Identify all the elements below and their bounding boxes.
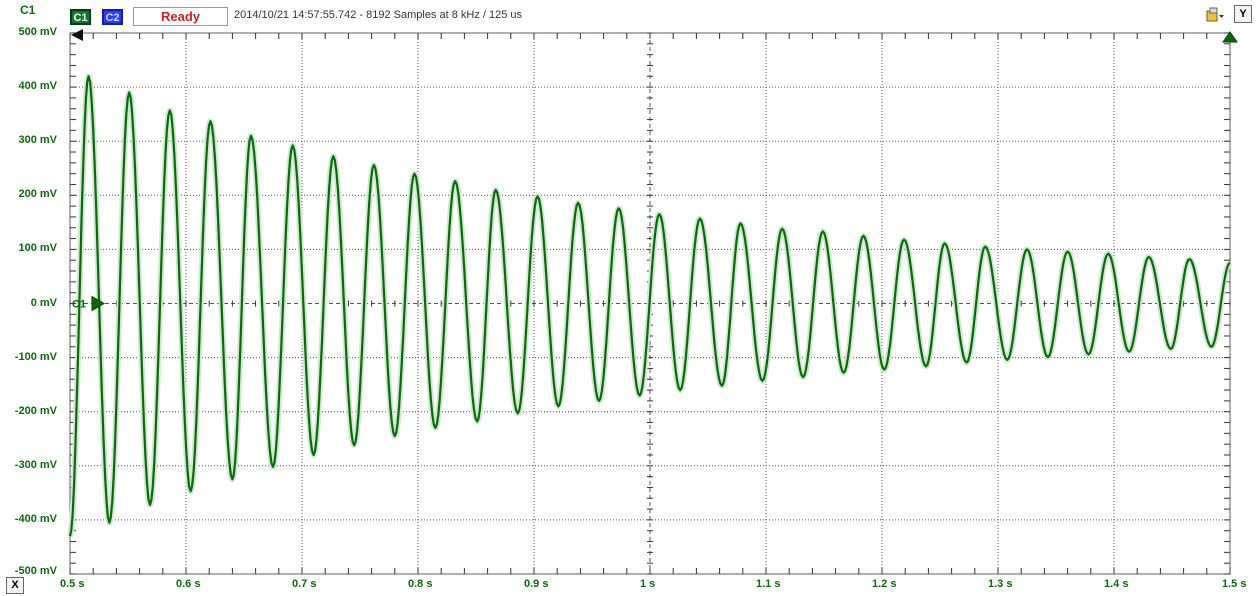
x-tick-label: 1.4 s bbox=[1104, 578, 1129, 590]
trace-markers: C1 bbox=[71, 29, 1238, 312]
trigger-position-marker[interactable] bbox=[1222, 31, 1238, 43]
y-tick-label: 300 mV bbox=[18, 134, 57, 147]
x-tick-label: 1.1 s bbox=[756, 578, 781, 590]
x-tick-label: 0.5 s bbox=[60, 578, 85, 590]
channel-2-button[interactable]: C2 bbox=[102, 9, 123, 25]
y-tick-label: -200 mV bbox=[14, 404, 57, 417]
x-tick-label: 1.2 s bbox=[872, 578, 897, 590]
y-tick-label: -500 mV bbox=[14, 565, 57, 577]
y-tick-label: 100 mV bbox=[18, 242, 57, 255]
toolbar: C1 C1 C2 Ready 2014/10/21 14:57:55.742 -… bbox=[0, 0, 1256, 30]
y-tick-label: 0 mV bbox=[30, 296, 57, 309]
x-tick-label: 0.9 s bbox=[524, 578, 549, 590]
y-tick-label: -300 mV bbox=[14, 458, 57, 471]
x-tick-label: 0.7 s bbox=[292, 578, 317, 590]
x-tick-label: 1.5 s bbox=[1222, 578, 1247, 590]
channel-zero-tag: C1 bbox=[72, 299, 86, 311]
channel-1-button[interactable]: C1 bbox=[70, 9, 91, 25]
settings-dropdown-icon[interactable] bbox=[1205, 6, 1225, 24]
channel-label: C1 bbox=[20, 3, 36, 17]
x-tick-label: 0.6 s bbox=[176, 578, 201, 590]
y-tick-label: 500 mV bbox=[18, 26, 57, 38]
x-tick-label: 0.8 s bbox=[408, 578, 433, 590]
y-tick-label: 400 mV bbox=[18, 80, 57, 93]
x-axis-button[interactable]: X bbox=[6, 577, 24, 594]
y-tick-label: 200 mV bbox=[18, 188, 57, 201]
trigger-level-marker[interactable] bbox=[71, 29, 83, 41]
y-tick-label: -400 mV bbox=[14, 512, 57, 525]
y-tick-label: -100 mV bbox=[14, 350, 57, 363]
x-tick-label: 1 s bbox=[640, 578, 656, 590]
channel-offset-marker[interactable] bbox=[91, 295, 105, 312]
status-indicator[interactable]: Ready bbox=[133, 7, 228, 26]
x-tick-label: 1.3 s bbox=[988, 578, 1013, 590]
waveform-trace-c1 bbox=[68, 75, 1231, 537]
acquisition-info: 2014/10/21 14:57:55.742 - 8192 Samples a… bbox=[234, 9, 523, 21]
y-axis-button[interactable]: Y bbox=[1234, 5, 1252, 23]
